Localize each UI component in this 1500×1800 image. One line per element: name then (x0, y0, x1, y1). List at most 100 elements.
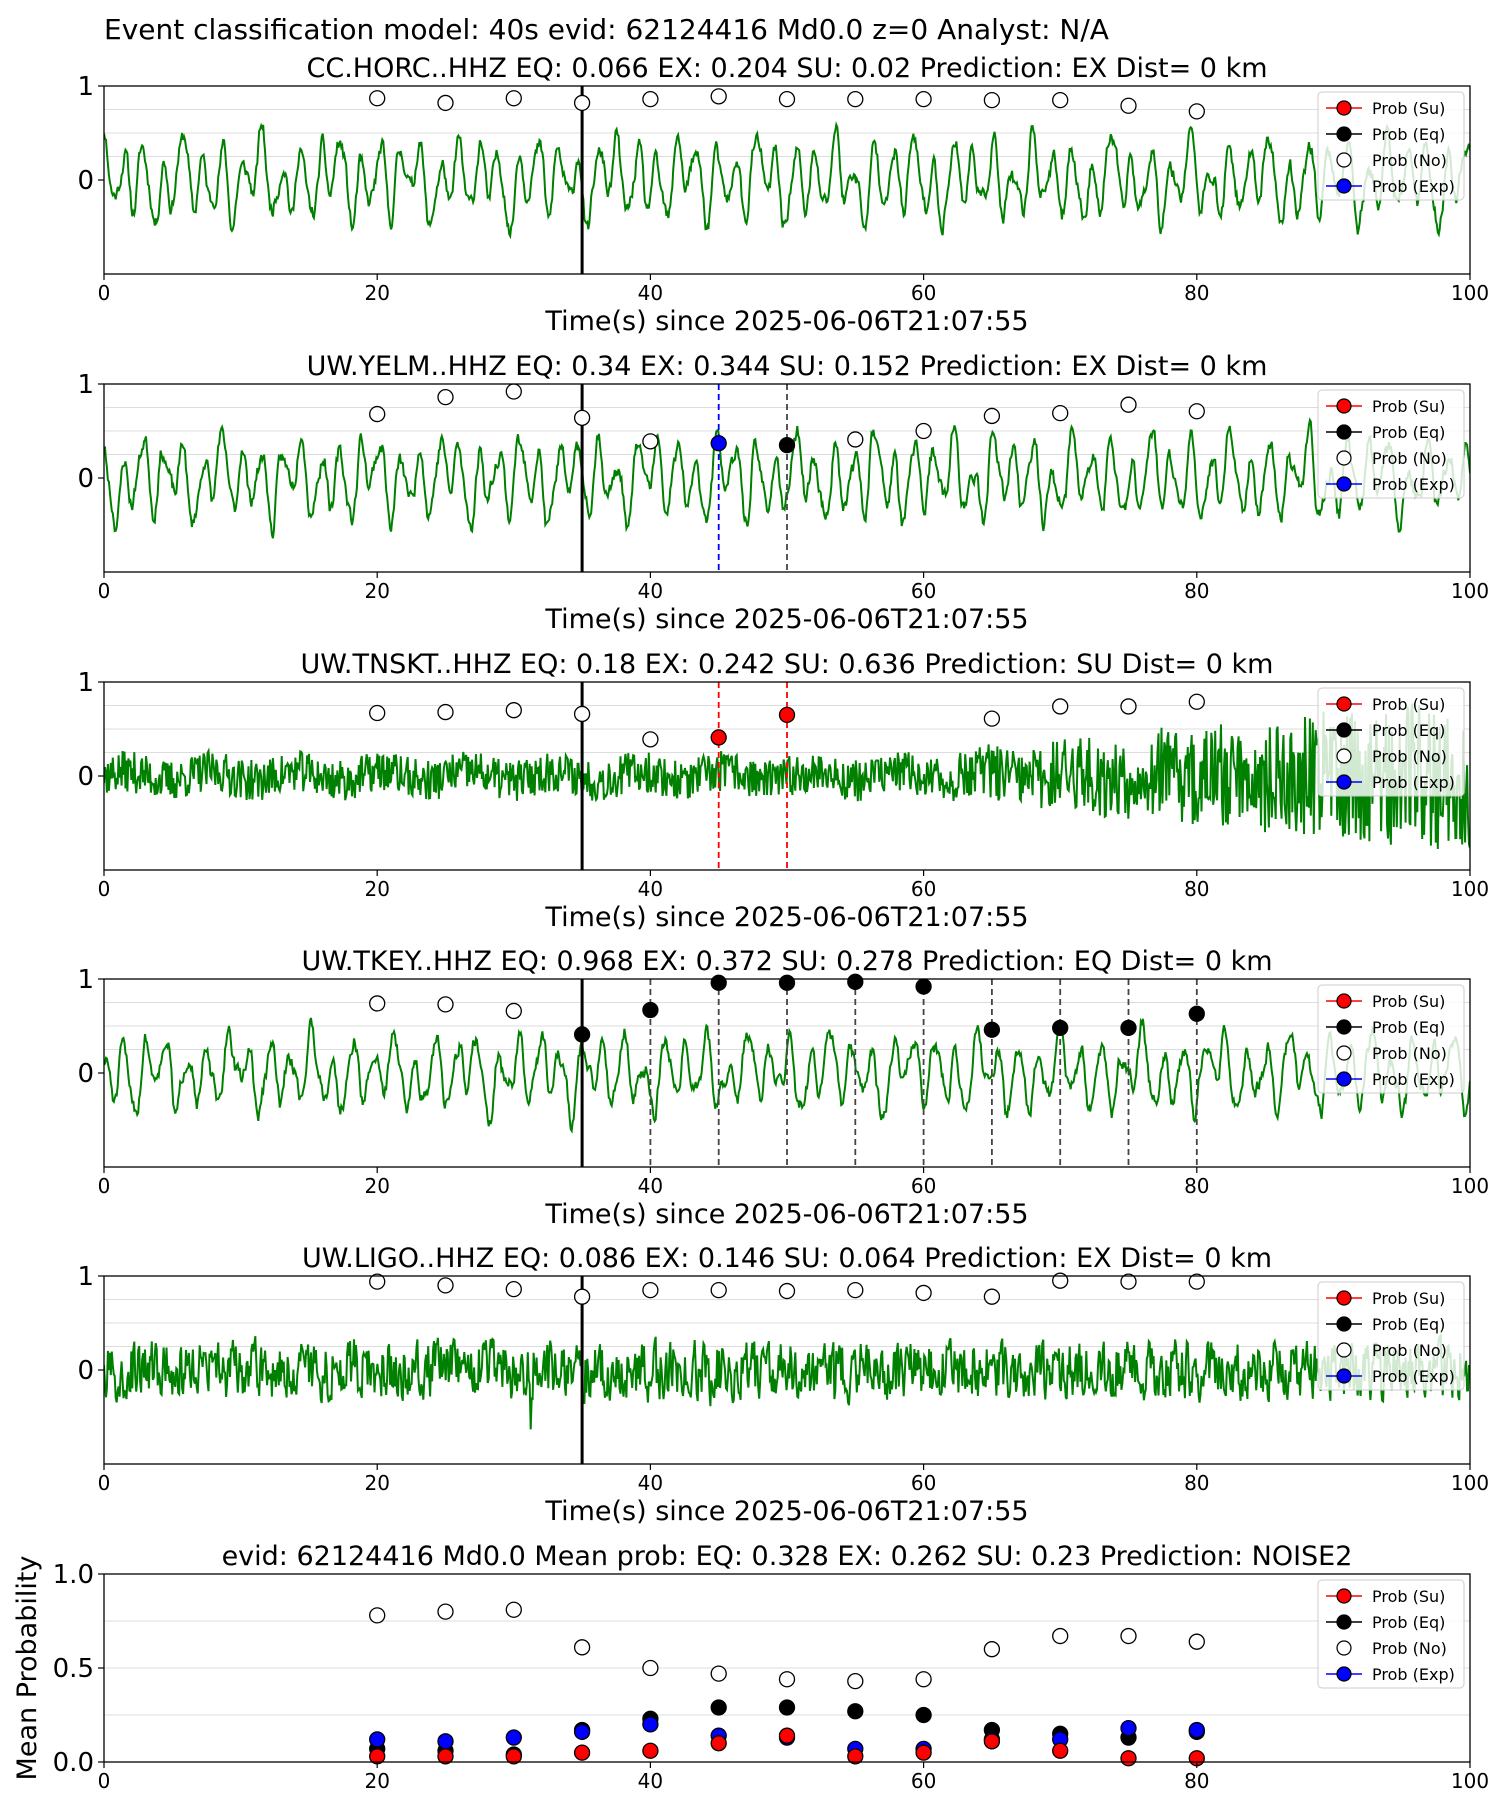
prob-point-no (369, 90, 386, 107)
prob-point-eq (915, 1706, 932, 1724)
prob-point-eq (642, 1001, 659, 1019)
x-tick-label: 60 (911, 1769, 936, 1793)
prob-point-no (505, 90, 522, 107)
prob-point-exp (642, 1716, 659, 1733)
prob-point-su (1120, 1750, 1137, 1767)
x-tick-label: 80 (1184, 1769, 1209, 1793)
legend-label: Prob (No) (1372, 449, 1447, 468)
prob-point-su (1052, 1742, 1069, 1759)
prob-point-exp (710, 435, 727, 452)
legend-label: Prob (Exp) (1372, 1367, 1455, 1386)
prob-point-no (1052, 404, 1069, 422)
x-tick-label: 0 (98, 1769, 111, 1793)
chart-title: UW.TKEY..HHZ EQ: 0.968 EX: 0.372 SU: 0.2… (301, 946, 1272, 977)
legend-marker-su (1336, 398, 1352, 414)
y-tick-label: 0 (77, 1356, 94, 1386)
prob-point-exp (1120, 1720, 1137, 1737)
prob-point-no (1052, 698, 1069, 715)
prob-point-no (437, 703, 454, 721)
x-tick-label: 60 (911, 877, 936, 901)
prob-point-eq (847, 973, 864, 990)
prob-point-no (1120, 698, 1137, 715)
x-tick-label: 40 (638, 1471, 663, 1495)
prob-point-no (573, 1288, 591, 1305)
legend-box (1317, 91, 1465, 201)
prob-point-no (915, 1671, 932, 1688)
legend-label: Prob (No) (1372, 1044, 1447, 1063)
x-tick-label: 20 (364, 579, 389, 603)
x-tick-label: 20 (364, 281, 389, 305)
prob-point-eq (778, 436, 796, 454)
legend-label: Prob (Exp) (1372, 475, 1455, 494)
legend-box (1317, 687, 1465, 797)
legend-label: Prob (Su) (1372, 397, 1445, 416)
prob-point-no (505, 702, 522, 719)
legend-marker-no (1336, 1640, 1352, 1656)
y-tick-label: 1 (77, 965, 94, 995)
x-tick-label: 20 (364, 1174, 389, 1198)
chart-panel-3: UW.TNSKT..HHZ EQ: 0.18 EX: 0.242 SU: 0.6… (77, 649, 1489, 933)
legend-marker-eq (1336, 424, 1352, 440)
legend-label: Prob (No) (1372, 1639, 1447, 1658)
legend-label: Prob (Su) (1372, 99, 1445, 118)
prob-point-no (369, 1273, 386, 1290)
legend-marker-su (1336, 100, 1352, 116)
y-tick-label: 0 (77, 464, 94, 494)
legend-marker-eq (1336, 722, 1352, 738)
prob-point-su (983, 1733, 1001, 1750)
prob-point-eq (847, 1703, 864, 1720)
chart-title: UW.LIGO..HHZ EQ: 0.086 EX: 0.146 SU: 0.0… (302, 1243, 1272, 1274)
y-tick-label: 0 (77, 1059, 94, 1089)
axes-frame (103, 85, 1471, 275)
prob-point-su (642, 1742, 659, 1759)
x-tick-label: 20 (364, 877, 389, 901)
prob-point-no (573, 94, 591, 112)
prob-point-eq (710, 974, 727, 991)
prob-point-su (437, 1748, 454, 1765)
prob-point-no (1188, 1273, 1205, 1290)
x-tick-label: 100 (1451, 1769, 1489, 1793)
x-tick-label: 100 (1451, 877, 1489, 901)
waveform-line (104, 1332, 1470, 1430)
y-tick-label: 1 (77, 1262, 94, 1292)
x-tick-label: 60 (911, 579, 936, 603)
prob-point-su (573, 1744, 591, 1761)
legend-box (1317, 1281, 1465, 1391)
prob-point-no (915, 422, 932, 440)
prob-point-no (642, 91, 659, 108)
x-tick-label: 80 (1184, 1471, 1209, 1495)
prob-point-no (847, 431, 864, 448)
prob-point-eq (778, 974, 796, 991)
x-tick-label: 40 (638, 1769, 663, 1793)
legend-marker-exp (1336, 774, 1352, 790)
prob-point-no (983, 91, 1001, 109)
prob-point-no (369, 704, 386, 722)
prob-point-no (573, 409, 591, 426)
prob-point-no (983, 710, 1001, 727)
legend-label: Prob (Exp) (1372, 773, 1455, 792)
x-tick-label: 40 (638, 281, 663, 305)
prob-point-no (710, 1281, 727, 1299)
legend-label: Prob (Exp) (1372, 1665, 1455, 1684)
x-axis-label: Time(s) since 2025-06-06T21:07:55 (544, 604, 1028, 635)
legend-marker-exp (1336, 1368, 1352, 1384)
legend-marker-no (1336, 152, 1352, 168)
legend-marker-eq (1336, 1316, 1352, 1332)
y-tick-label: 1 (77, 72, 94, 102)
prob-point-no (642, 1281, 659, 1299)
x-tick-label: 0 (98, 579, 111, 603)
legend-marker-eq (1336, 1019, 1352, 1035)
prob-point-no (983, 1288, 1001, 1305)
prob-point-no (573, 1639, 591, 1656)
y-axis-label: Mean Probability (12, 1556, 43, 1781)
x-tick-label: 100 (1451, 1471, 1489, 1495)
x-tick-label: 80 (1184, 281, 1209, 305)
legend-marker-no (1336, 450, 1352, 466)
prob-point-su (778, 706, 796, 724)
prob-point-no (437, 389, 454, 406)
chart-panel-4: UW.TKEY..HHZ EQ: 0.968 EX: 0.372 SU: 0.2… (77, 946, 1489, 1230)
x-tick-label: 60 (911, 281, 936, 305)
prob-point-no (983, 407, 1001, 425)
prob-point-no (1188, 403, 1205, 420)
prob-point-su (710, 729, 727, 746)
